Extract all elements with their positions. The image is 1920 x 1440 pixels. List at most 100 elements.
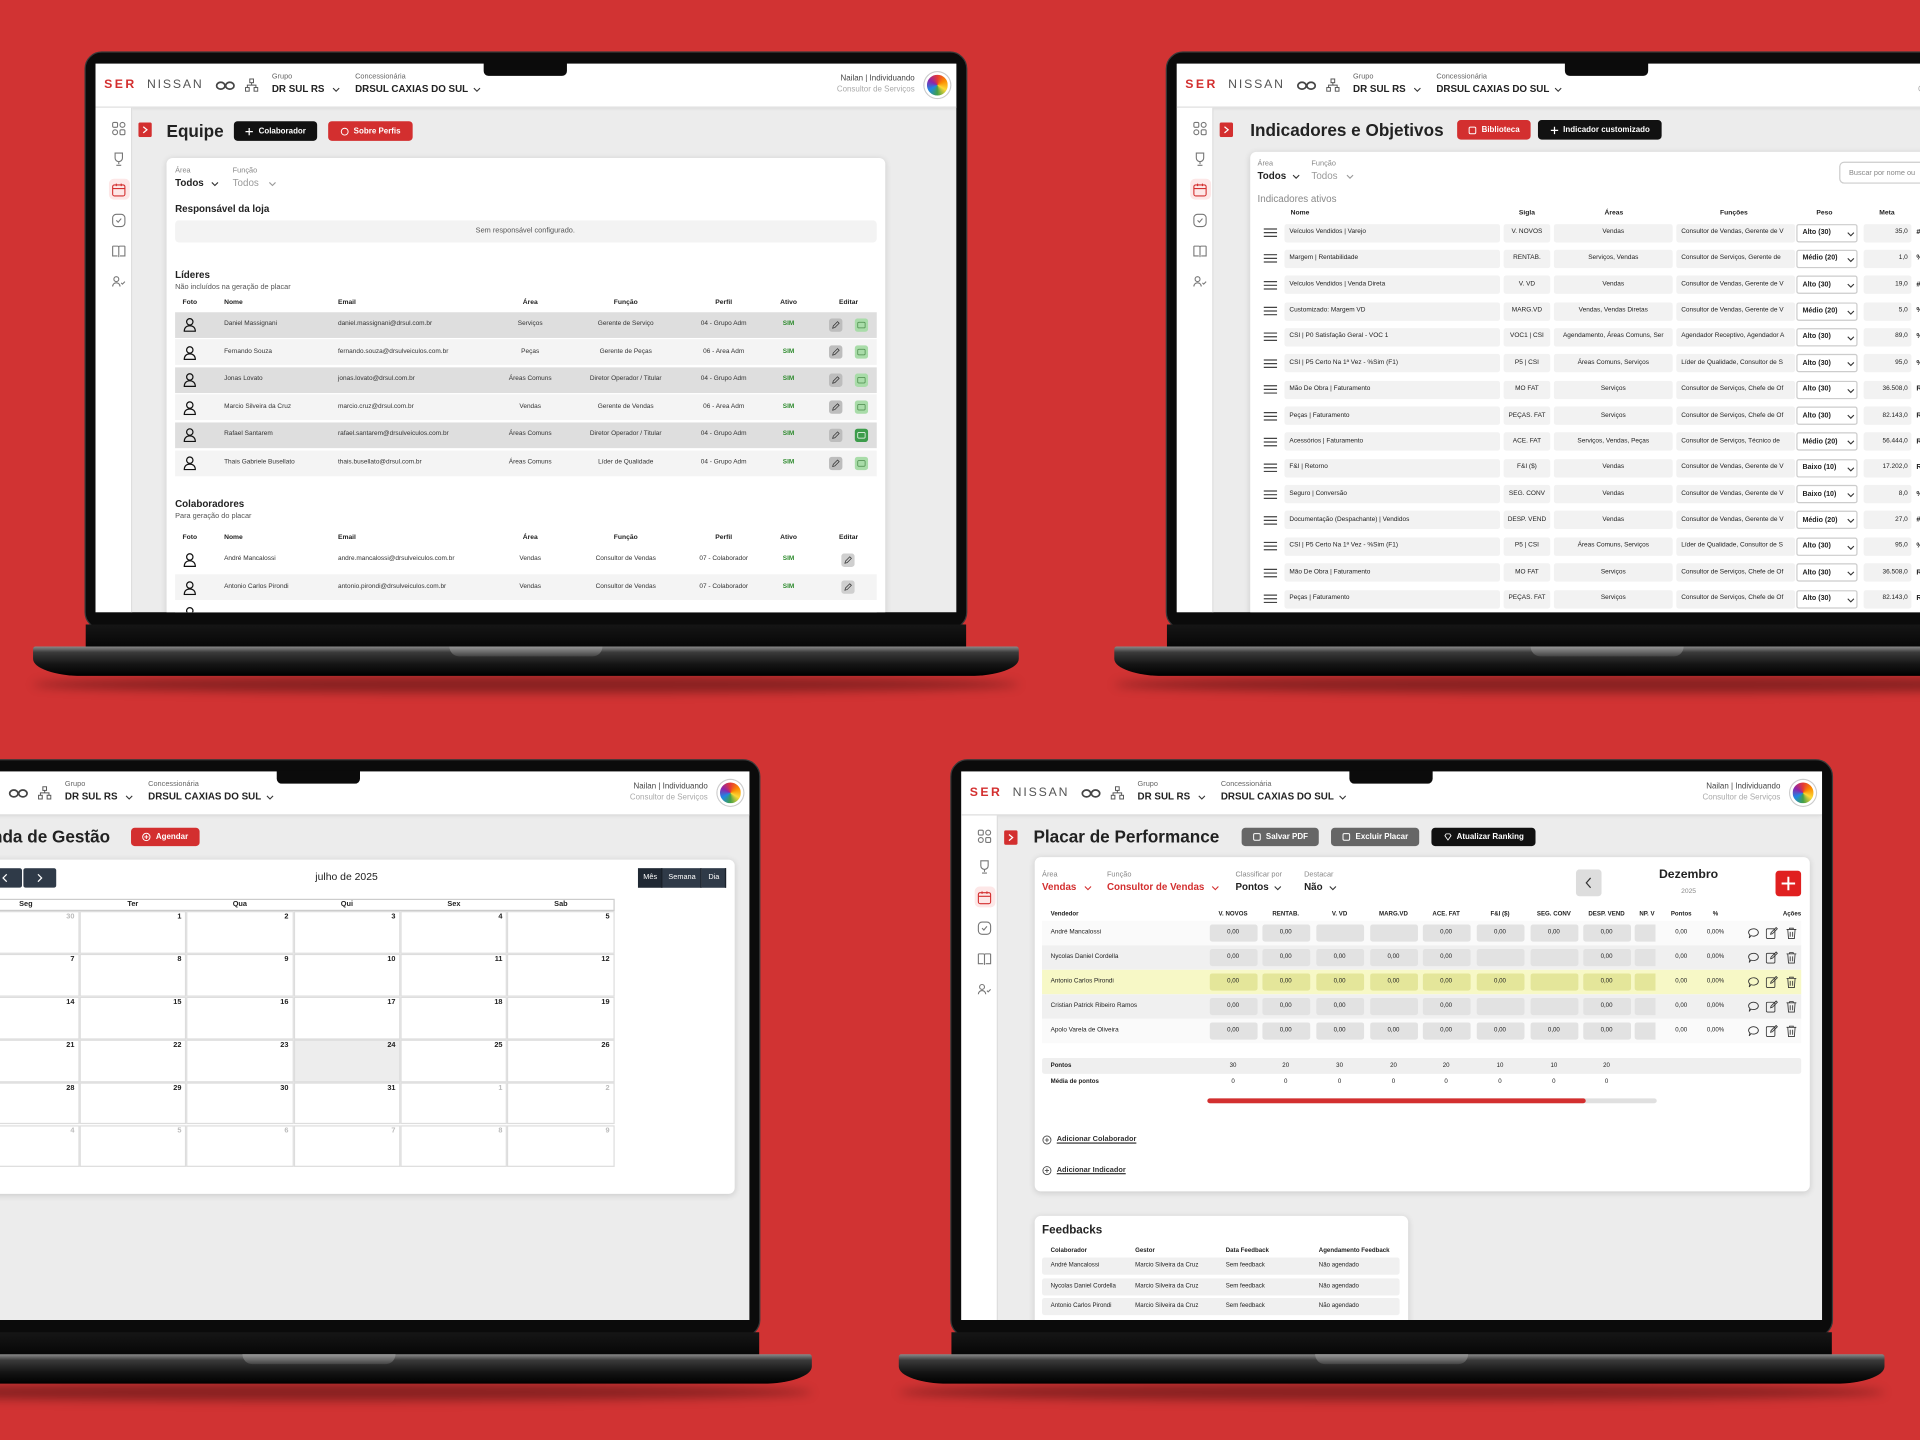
custom-indicator-button[interactable]: Indicador customizado <box>1537 120 1662 140</box>
delete-button[interactable] <box>1785 976 1797 988</box>
indicator-weight-cell[interactable]: Médio (20) <box>1796 249 1858 268</box>
owner-box <box>175 220 877 243</box>
icon-part <box>841 580 855 594</box>
next-month-button[interactable] <box>23 868 57 888</box>
table-row <box>1042 920 1802 946</box>
chevron <box>1847 362 1856 368</box>
edit-button[interactable] <box>1765 1024 1778 1037</box>
indicator-weight-cell[interactable]: Alto (30) <box>1796 537 1858 556</box>
icon-part <box>112 245 126 258</box>
edit-button[interactable] <box>1765 1000 1778 1013</box>
profiles-button[interactable]: Sobre Perfis <box>328 121 413 141</box>
function-filter-value: Todos <box>1311 170 1338 182</box>
icon-part <box>1847 362 1855 367</box>
search-input[interactable]: Buscar por nome ou <box>1839 161 1920 184</box>
cell-text: Vendas <box>519 403 542 411</box>
icon-part <box>977 953 992 965</box>
save-pdf-button[interactable]: Salvar PDF <box>1241 827 1319 847</box>
indicator-areas: Agendamento, Áreas Comuns, Ser <box>1562 332 1664 341</box>
feedback-button[interactable] <box>1747 976 1760 988</box>
indicator-weight-cell[interactable]: Alto (30) <box>1796 354 1858 373</box>
view-toggle[interactable]: Semana <box>662 868 702 888</box>
day-number: 12 <box>601 956 610 964</box>
prev-month-button[interactable] <box>0 868 23 888</box>
delete-scoreboard-button[interactable]: Excluir Placar <box>1331 827 1420 847</box>
icon-part <box>1263 254 1278 264</box>
indicator-weight-cell[interactable]: Alto (30) <box>1796 223 1858 242</box>
message-button[interactable] <box>854 456 869 470</box>
message-button[interactable] <box>854 400 869 415</box>
table-row <box>175 600 877 613</box>
add-link[interactable]: Adicionar Colaborador <box>1056 1136 1137 1144</box>
chevron <box>1847 545 1856 551</box>
indicator-weight-cell[interactable]: Alto (30) <box>1796 563 1858 582</box>
edit-button[interactable] <box>828 345 843 359</box>
indicator-weight-cell[interactable]: Alto (30) <box>1796 275 1858 295</box>
indicator-code-cell: MO FAT <box>1503 380 1551 399</box>
edit-button[interactable] <box>841 552 855 567</box>
icon-part <box>1263 489 1278 499</box>
indicator-weight-cell[interactable]: Alto (30) <box>1796 328 1858 347</box>
icon-part <box>1198 795 1206 800</box>
area-filter-label: Área <box>175 167 191 176</box>
edit-button[interactable] <box>828 428 843 442</box>
icon-part <box>1263 332 1278 342</box>
edit-button[interactable] <box>828 317 843 332</box>
chevron <box>1847 492 1856 498</box>
score-cell <box>1530 997 1578 1016</box>
schedule-button[interactable]: Agendar <box>131 827 200 847</box>
icon-part <box>1775 870 1802 897</box>
icon-part <box>1263 306 1278 316</box>
library-button[interactable]: Biblioteca <box>1457 120 1531 140</box>
update-ranking-button[interactable]: Atualizar Ranking <box>1431 827 1536 847</box>
feedback-button[interactable] <box>1747 951 1760 963</box>
delete-button[interactable] <box>1785 951 1797 964</box>
delete-button[interactable] <box>1785 1000 1797 1013</box>
icon-part <box>1769 1000 1778 1009</box>
icon-part <box>1765 1001 1776 1013</box>
indicator-weight-cell[interactable]: Médio (20) <box>1796 432 1858 452</box>
icon-part <box>1847 310 1855 315</box>
message-button[interactable] <box>854 317 869 332</box>
edit-button[interactable] <box>1765 926 1778 940</box>
add-link[interactable]: Adicionar Indicador <box>1056 1166 1126 1175</box>
icon-part <box>1765 926 1778 940</box>
edit-button[interactable] <box>841 580 855 594</box>
indicator-weight-cell[interactable]: Médio (20) <box>1796 301 1858 321</box>
message-button[interactable] <box>854 373 869 387</box>
add-button[interactable] <box>1775 870 1802 897</box>
icon-part <box>1004 830 1018 845</box>
icon-part <box>1748 928 1759 939</box>
prev-month-button[interactable] <box>1575 869 1602 897</box>
indicator-weight-cell[interactable]: Médio (20) <box>1796 511 1858 530</box>
view-toggle[interactable]: Dia <box>701 868 727 888</box>
delete-button[interactable] <box>1785 1025 1797 1037</box>
icon-part <box>854 400 869 415</box>
message-button[interactable] <box>854 345 869 359</box>
edit-button[interactable] <box>828 456 843 470</box>
edit-button[interactable] <box>828 400 843 415</box>
message-button[interactable] <box>854 428 869 442</box>
delete-button[interactable] <box>1785 927 1797 940</box>
indicator-weight-cell[interactable]: Alto (30) <box>1796 589 1858 608</box>
day-cell <box>79 1081 187 1125</box>
indicator-weight-cell[interactable]: Baixo (10) <box>1796 458 1858 478</box>
laptop-base <box>0 1354 812 1384</box>
points-band <box>1042 1057 1802 1074</box>
view-toggle[interactable]: Mês <box>637 868 663 888</box>
points-value: 30 <box>1229 1061 1237 1069</box>
edit-button[interactable] <box>1765 975 1778 988</box>
edit-button[interactable] <box>1765 951 1778 964</box>
indicator-weight-cell[interactable]: Alto (30) <box>1796 380 1858 399</box>
icon-part <box>1847 362 1855 367</box>
feedback-button[interactable] <box>1747 1000 1760 1012</box>
icon-part <box>1042 1166 1052 1176</box>
icon-part <box>183 428 196 443</box>
add-collaborator-button[interactable]: Colaborador <box>233 121 318 141</box>
feedback-button[interactable] <box>1747 1025 1760 1037</box>
indicator-weight-cell[interactable]: Alto (30) <box>1796 406 1858 425</box>
feedback-button[interactable] <box>1747 927 1760 939</box>
icon-part <box>981 925 988 931</box>
indicator-weight-cell[interactable]: Baixo (10) <box>1796 485 1858 504</box>
edit-button[interactable] <box>828 373 843 387</box>
